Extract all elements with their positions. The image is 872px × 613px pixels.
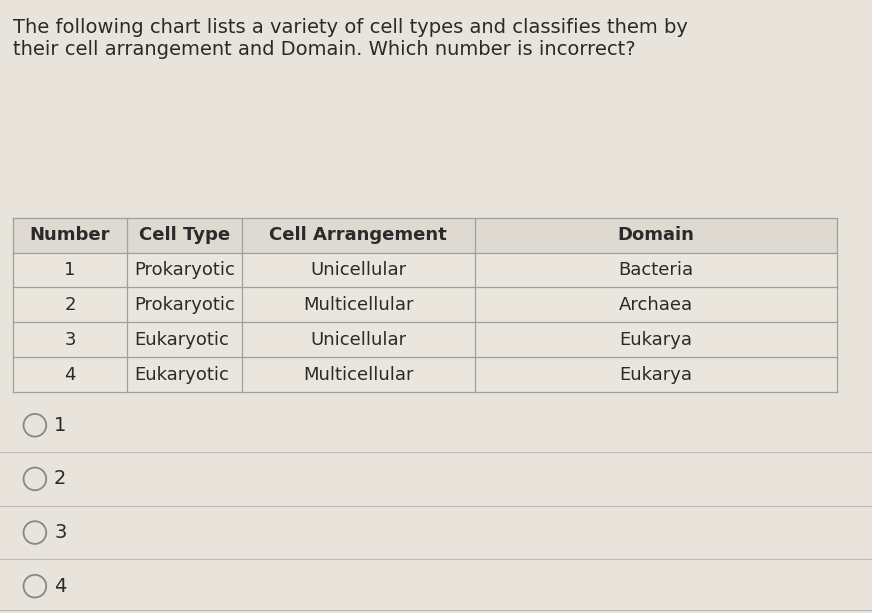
Text: Cell Arrangement: Cell Arrangement: [269, 226, 447, 244]
Text: 1: 1: [54, 416, 66, 435]
Text: Unicellular: Unicellular: [310, 261, 406, 279]
Text: Domain: Domain: [617, 226, 694, 244]
Text: Eukaryotic: Eukaryotic: [133, 331, 228, 349]
Bar: [13, 357, 837, 392]
Text: Prokaryotic: Prokaryotic: [133, 296, 235, 314]
Text: Eukarya: Eukarya: [619, 331, 692, 349]
Text: Archaea: Archaea: [619, 296, 693, 314]
Text: Unicellular: Unicellular: [310, 331, 406, 349]
Text: 2: 2: [54, 470, 66, 489]
Text: Multicellular: Multicellular: [303, 366, 413, 384]
Bar: [13, 253, 837, 287]
Text: 2: 2: [65, 296, 76, 314]
Text: 1: 1: [65, 261, 76, 279]
Bar: [13, 287, 837, 322]
Text: The following chart lists a variety of cell types and classifies them by
their c: The following chart lists a variety of c…: [13, 18, 688, 59]
Text: 3: 3: [65, 331, 76, 349]
Bar: [13, 322, 837, 357]
Text: Eukaryotic: Eukaryotic: [133, 366, 228, 384]
Bar: [13, 218, 837, 253]
Text: 4: 4: [54, 577, 66, 596]
Text: Bacteria: Bacteria: [618, 261, 693, 279]
Text: Cell Type: Cell Type: [139, 226, 230, 244]
Text: Eukarya: Eukarya: [619, 366, 692, 384]
Text: 3: 3: [54, 523, 66, 542]
Text: Number: Number: [30, 226, 110, 244]
Text: Prokaryotic: Prokaryotic: [133, 261, 235, 279]
Text: 4: 4: [65, 366, 76, 384]
Text: Multicellular: Multicellular: [303, 296, 413, 314]
